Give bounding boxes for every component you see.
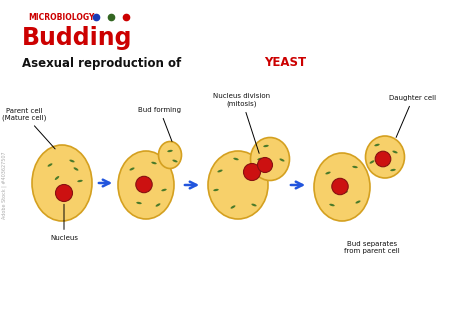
Ellipse shape — [151, 162, 157, 164]
Text: Bud separates
from parent cell: Bud separates from parent cell — [344, 241, 400, 254]
Ellipse shape — [356, 200, 361, 204]
Ellipse shape — [280, 158, 284, 161]
Ellipse shape — [365, 136, 404, 178]
Ellipse shape — [352, 166, 358, 168]
Circle shape — [375, 151, 391, 167]
Text: Asexual reproduction of: Asexual reproduction of — [22, 57, 185, 69]
Ellipse shape — [77, 180, 83, 182]
Ellipse shape — [137, 202, 142, 204]
Ellipse shape — [329, 204, 335, 206]
Circle shape — [257, 157, 273, 173]
Ellipse shape — [250, 137, 290, 181]
Text: Bud forming: Bud forming — [138, 107, 182, 141]
Ellipse shape — [230, 205, 236, 209]
Ellipse shape — [218, 170, 223, 173]
Ellipse shape — [390, 169, 396, 171]
Text: Nucleus: Nucleus — [50, 204, 78, 241]
Ellipse shape — [155, 203, 160, 207]
Ellipse shape — [314, 153, 370, 221]
Text: YEAST: YEAST — [264, 57, 306, 69]
Circle shape — [136, 176, 152, 193]
Ellipse shape — [392, 151, 398, 153]
Circle shape — [55, 185, 73, 201]
Text: MICROBIOLOGY: MICROBIOLOGY — [28, 12, 94, 21]
Ellipse shape — [263, 145, 269, 147]
Text: Budding: Budding — [22, 26, 133, 50]
Ellipse shape — [73, 167, 78, 171]
Ellipse shape — [374, 144, 380, 146]
Text: Adobe Stock | #403627507: Adobe Stock | #403627507 — [1, 151, 7, 219]
Ellipse shape — [161, 189, 167, 191]
Ellipse shape — [47, 163, 53, 167]
Ellipse shape — [55, 176, 59, 180]
Ellipse shape — [69, 159, 74, 162]
Ellipse shape — [257, 158, 263, 160]
Ellipse shape — [32, 145, 92, 221]
Ellipse shape — [208, 151, 268, 219]
Ellipse shape — [118, 151, 174, 219]
Text: Daughter cell: Daughter cell — [390, 95, 437, 137]
Ellipse shape — [233, 158, 239, 160]
Ellipse shape — [251, 204, 256, 206]
Ellipse shape — [325, 172, 330, 175]
Circle shape — [332, 178, 348, 195]
Text: Nucleus division
(mitosis): Nucleus division (mitosis) — [213, 93, 271, 153]
Ellipse shape — [129, 168, 135, 171]
Ellipse shape — [213, 189, 219, 191]
Ellipse shape — [342, 191, 348, 193]
Ellipse shape — [167, 150, 173, 152]
Ellipse shape — [158, 141, 182, 169]
Ellipse shape — [370, 160, 374, 164]
Ellipse shape — [173, 159, 178, 162]
Text: Parent cell
(Mature cell): Parent cell (Mature cell) — [2, 108, 55, 149]
Circle shape — [244, 163, 261, 181]
